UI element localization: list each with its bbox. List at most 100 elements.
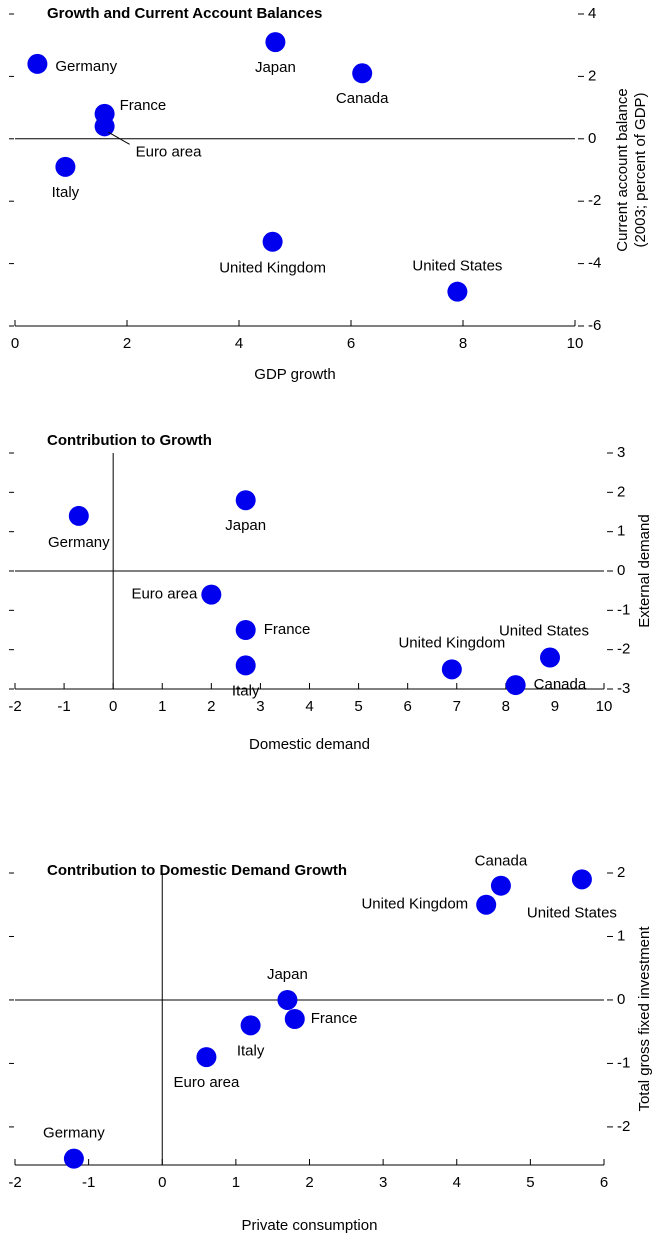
point [63,1148,84,1169]
point-label: Germany [55,58,117,75]
point-label: Euro area [131,586,198,603]
y-tick-label: 0 [617,562,625,579]
point-label: Italy [52,184,80,201]
y-tick-label: -1 [617,601,630,618]
point-label: United States [499,623,589,640]
x-tick-label: 0 [11,335,19,352]
point [447,281,468,302]
x-tick-label: 10 [596,698,613,715]
x-tick-label: 0 [158,1174,166,1191]
x-tick-label: -2 [8,698,21,715]
point [505,675,526,696]
y-tick-label: -2 [588,192,601,209]
point [235,620,256,640]
point-label: Canada [475,853,528,870]
x-axis-label: GDP growth [254,366,335,383]
x-tick-label: 10 [567,335,584,352]
point [27,53,48,74]
point [490,875,511,896]
point [540,647,561,668]
point [262,231,283,252]
y-tick-label: 0 [588,130,596,147]
point [284,1009,305,1029]
x-tick-label: 8 [459,335,467,352]
x-tick-label: 4 [453,1174,461,1191]
x-axis-label: Private consumption [242,1217,378,1234]
x-tick-label: 1 [158,698,166,715]
y-tick-label: 3 [617,444,625,461]
x-tick-label: -1 [57,698,70,715]
point [196,1047,217,1068]
y-axis-label: Current account balance [614,88,631,251]
chart-title: Growth and Current Account Balances [47,5,322,22]
y-tick-label: 1 [617,523,625,540]
x-tick-label: 0 [109,698,117,715]
y-axis-label: Total gross fixed investment [636,926,653,1112]
point [265,32,286,53]
point-label: Canada [534,676,587,693]
y-tick-label: 2 [617,864,625,881]
point-label: Japan [255,59,296,76]
point-label: Euro area [173,1074,240,1091]
y-tick-label: -3 [617,680,630,697]
point-label: United States [412,258,502,275]
x-tick-label: 5 [526,1174,534,1191]
x-tick-label: 2 [207,698,215,715]
x-tick-label: 6 [347,335,355,352]
y-tick-label: -2 [617,1118,630,1135]
x-tick-label: 3 [256,698,264,715]
x-tick-label: 8 [502,698,510,715]
point [55,156,76,177]
y-tick-label: 0 [617,991,625,1008]
x-tick-label: 1 [232,1174,240,1191]
point-label: Euro area [136,143,203,160]
y-axis-label: External demand [636,514,653,627]
point-label: Japan [225,517,266,534]
point [476,894,497,915]
x-tick-label: 9 [551,698,559,715]
point-label: Canada [336,90,389,107]
point-label: Japan [267,966,308,983]
point [94,116,115,137]
point-label: United Kingdom [398,634,505,651]
point [68,505,89,526]
x-axis-label: Domestic demand [249,736,370,753]
point-label: United Kingdom [361,896,468,913]
x-tick-label: 3 [379,1174,387,1191]
x-tick-label: -2 [8,1174,21,1191]
y-tick-label: -6 [588,317,601,334]
point-label: Italy [232,682,260,699]
y-tick-label: 1 [617,927,625,944]
x-tick-label: 4 [305,698,313,715]
x-tick-label: 4 [235,335,243,352]
point-label: Germany [48,534,110,551]
point [235,490,256,511]
x-tick-label: 2 [123,335,131,352]
point [571,869,592,890]
x-tick-label: 5 [354,698,362,715]
x-tick-label: 6 [600,1174,608,1191]
chart-title: Contribution to Growth [47,432,212,449]
point [201,584,222,605]
point-label: Germany [43,1125,105,1142]
point-label: Italy [237,1042,265,1059]
point [441,659,462,680]
x-tick-label: 2 [305,1174,313,1191]
point [235,655,256,676]
y-tick-label: -1 [617,1054,630,1071]
y-tick-label: -4 [588,255,601,272]
chart-title: Contribution to Domestic Demand Growth [47,862,347,879]
point [352,63,373,84]
leader-line [108,131,130,145]
x-tick-label: 6 [403,698,411,715]
y-tick-label: 4 [588,5,596,22]
y-axis-label: (2003; percent of GDP) [632,92,649,247]
x-tick-label: 7 [453,698,461,715]
y-tick-label: 2 [588,67,596,84]
point-label: France [120,97,167,114]
point [240,1015,261,1036]
y-tick-label: -2 [617,641,630,658]
point-label: France [311,1010,358,1027]
point-label: United Kingdom [219,260,326,277]
